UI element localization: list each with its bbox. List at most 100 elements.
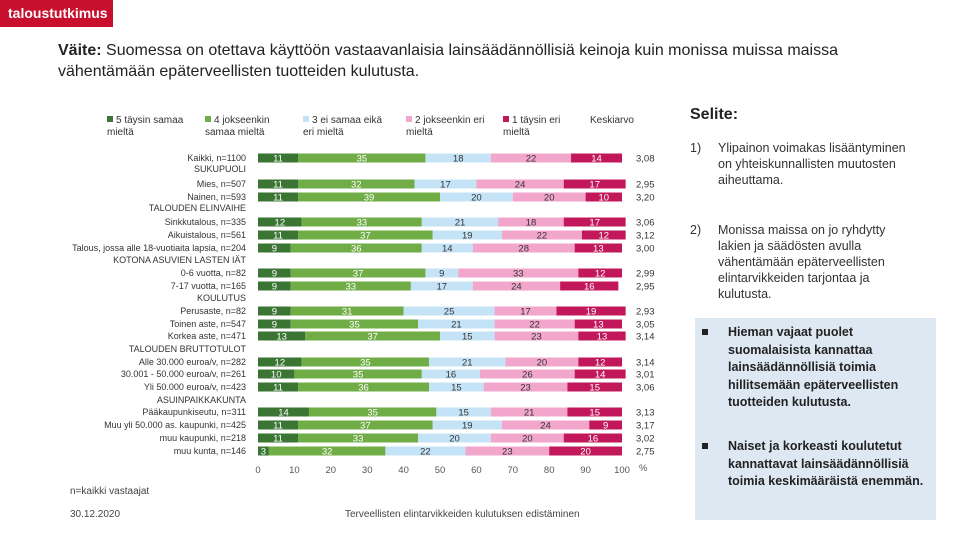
legend-item-s5: 1 täysin eri mieltä	[503, 115, 583, 139]
bar-value-label: 32	[351, 179, 362, 190]
group-header-label: ASUINPAIKKAKUNTA	[156, 394, 246, 405]
bar-segment	[498, 217, 564, 227]
bar-value-label: 14	[591, 153, 602, 164]
group-header-label: TALOUDEN ELINVAIHE	[148, 202, 246, 213]
bar-value-label: 35	[367, 407, 378, 418]
bar-segment	[440, 192, 513, 202]
row-label: muu kaupunki, n=218	[159, 432, 246, 443]
bar-value-label: 11	[273, 153, 283, 164]
bar-segment	[494, 319, 575, 329]
bar-segment	[578, 331, 626, 341]
bar-segment	[512, 192, 586, 202]
bar-value-label: 15	[462, 331, 473, 342]
x-tick-label: 60	[471, 465, 482, 476]
bar-segment	[258, 306, 291, 316]
bar-value-label: 39	[364, 192, 375, 203]
legend-swatch-s5	[503, 116, 509, 122]
bar-value-label: 9	[272, 306, 277, 317]
bar-value-label: 13	[597, 331, 608, 342]
legend-item-s4: 2 jokseenkin eri mieltä	[406, 115, 496, 139]
bar-segment	[501, 420, 590, 430]
bar-value-label: 17	[589, 217, 600, 228]
bar-segment	[563, 433, 622, 443]
average-value-label: 3,02	[636, 433, 655, 444]
bar-segment	[578, 357, 622, 367]
row-label: Mies, n=507	[196, 178, 246, 189]
bar-segment	[560, 281, 619, 291]
bar-value-label: 23	[531, 331, 542, 342]
bar-segment	[298, 192, 440, 202]
row-label: Pääkaupunkiseutu, n=311	[142, 406, 246, 417]
title-text: Suomessa on otettava käyttöön vastaavanl…	[58, 42, 838, 80]
bar-value-label: 16	[446, 369, 457, 380]
bar-segment	[298, 179, 415, 189]
x-unit-label: %	[639, 463, 648, 474]
brand-logo: taloustutkimus	[0, 0, 113, 27]
bar-segment	[589, 420, 622, 430]
average-value-label: 2,95	[636, 179, 655, 190]
bar-segment	[258, 446, 269, 456]
bar-segment	[258, 243, 291, 253]
bar-value-label: 17	[520, 306, 531, 317]
bar-value-label: 35	[353, 369, 364, 380]
bar-segment	[268, 446, 386, 456]
bar-value-label: 12	[599, 230, 610, 241]
bar-value-label: 28	[518, 243, 529, 254]
bar-value-label: 24	[515, 179, 526, 190]
bar-value-label: 11	[273, 420, 283, 431]
bar-segment	[432, 230, 502, 240]
bar-segment	[258, 192, 299, 202]
legend-swatch-s1	[107, 116, 113, 122]
bar-segment	[290, 319, 419, 329]
bar-segment	[418, 319, 495, 329]
bullet-square-icon	[702, 329, 708, 335]
group-header-label: TALOUDEN BRUTTOTULOT	[128, 343, 246, 354]
bar-value-label: 12	[595, 268, 606, 279]
bar-value-label: 9	[272, 243, 277, 254]
bar-segment	[294, 369, 422, 379]
bar-segment	[567, 407, 622, 417]
average-value-label: 3,06	[636, 217, 655, 228]
highlight-1-text: Hieman vajaat puolet suomalaisista kanna…	[728, 325, 899, 409]
x-tick-label: 40	[398, 465, 409, 476]
bar-value-label: 37	[367, 331, 378, 342]
bar-value-label: 21	[451, 319, 462, 330]
bar-segment	[425, 268, 459, 278]
average-value-label: 3,14	[636, 357, 655, 368]
page-title: Väite: Suomessa on otettava käyttöön vas…	[58, 40, 898, 82]
average-value-label: 2,93	[636, 306, 655, 317]
average-value-label: 3,20	[636, 192, 655, 203]
bar-value-label: 12	[275, 357, 286, 368]
bar-segment	[425, 153, 491, 163]
bar-value-label: 11	[273, 433, 283, 444]
bar-segment	[410, 281, 473, 291]
note-1-text: Ylipainon voimakas lisääntyminen on yhte…	[718, 141, 906, 187]
bar-value-label: 11	[273, 382, 283, 393]
bar-value-label: 18	[453, 153, 464, 164]
average-value-label: 3,08	[636, 153, 655, 164]
bar-segment	[258, 357, 302, 367]
bar-segment	[490, 153, 572, 163]
bar-value-label: 11	[273, 179, 283, 190]
bar-segment	[505, 357, 579, 367]
legend-label-s2: 4 jokseenkin samaa mieltä	[205, 115, 270, 138]
bar-segment	[465, 446, 550, 456]
x-tick-label: 70	[508, 465, 519, 476]
row-label: Korkea aste, n=471	[167, 330, 246, 341]
bar-segment	[258, 433, 299, 443]
bar-segment	[290, 243, 422, 253]
bar-segment	[581, 230, 626, 240]
bar-segment	[574, 369, 626, 379]
x-tick-label: 30	[362, 465, 373, 476]
average-value-label: 3,06	[636, 382, 655, 393]
bar-segment	[258, 382, 299, 392]
bar-segment	[421, 217, 499, 227]
bar-value-label: 33	[353, 433, 364, 444]
row-label: 30.001 - 50.000 euroa/v, n=261	[120, 368, 246, 379]
row-label: Alle 30.000 euroa/v, n=282	[138, 356, 246, 367]
bar-segment	[258, 179, 299, 189]
bar-segment	[556, 306, 626, 316]
bar-segment	[290, 306, 404, 316]
bar-value-label: 13	[276, 331, 287, 342]
legend-label-s1: 5 täysin samaa mieltä	[107, 115, 184, 138]
